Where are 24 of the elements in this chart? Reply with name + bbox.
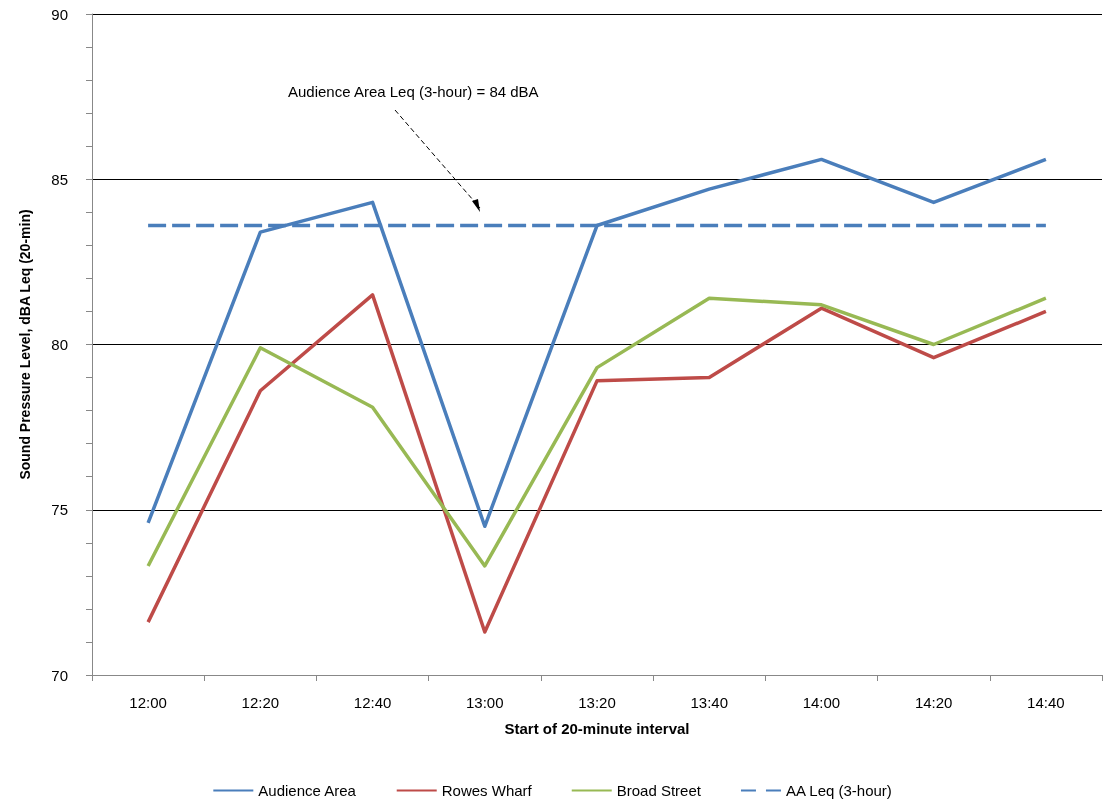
x-tick-label: 14:20 — [914, 694, 953, 711]
x-tick-label: 12:40 — [353, 694, 392, 711]
x-tick-label: 12:20 — [241, 694, 280, 711]
y-tick-label: 75 — [51, 501, 68, 519]
line-series — [146, 296, 1048, 568]
annotation: Audience Area Leq (3-hour) = 84 dBA — [288, 83, 539, 100]
legend-label: Audience Area — [258, 782, 357, 799]
legend-label: Rowes Wharf — [441, 782, 533, 799]
legend-label: AA Leq (3-hour) — [785, 782, 892, 799]
y-tick-label: 90 — [51, 5, 68, 23]
x-tick-label: 13:40 — [690, 694, 728, 711]
line-series — [146, 157, 1048, 529]
x-tick-label: 12:00 — [129, 694, 167, 711]
x-tick-label: 13:20 — [578, 694, 616, 711]
x-tick-label: 14:00 — [802, 694, 841, 711]
y-axis-title: Sound Pressure Level, dBA Leq (20-min) — [17, 209, 33, 480]
x-tick-label: 13:00 — [466, 694, 504, 711]
y-tick-label: 85 — [51, 170, 68, 188]
y-tick-label: 70 — [51, 666, 68, 684]
line-series — [146, 293, 1048, 634]
x-tick-label: 14:40 — [1027, 694, 1065, 711]
x-axis-title: Start of 20-minute interval — [504, 720, 690, 737]
y-tick-label: 80 — [51, 336, 68, 353]
legend-label: Broad Street — [616, 782, 702, 799]
